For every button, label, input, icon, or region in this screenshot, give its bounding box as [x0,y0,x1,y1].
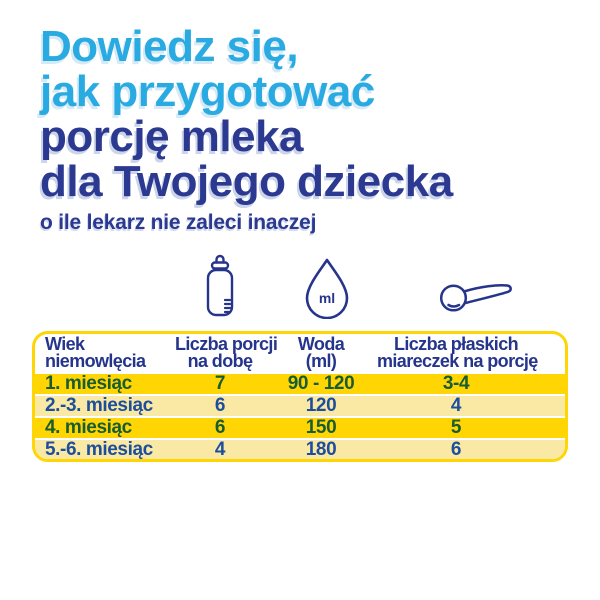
heading-line-4: dla Twojego dziecka [40,157,453,206]
age-cell: 2.-3. miesiąc [45,395,153,416]
table-row: 1. miesiąc 7 90 - 120 3-4 [35,374,565,394]
header-portions-line2: na dobę [187,351,253,371]
header-cell-water: Woda (ml) [265,334,377,371]
drop-ml-label: ml [319,290,335,306]
header-water-line1: Woda [297,334,345,354]
header-water-line2: (ml) [305,351,337,371]
table-row: 5.-6. miesiąc 4 180 6 [35,439,565,460]
header-age-line2: niemowlęcia [45,351,146,371]
heading-line-3: porcję mleka [40,112,304,161]
table-row: 4. miesiąc 6 150 5 [35,418,565,438]
heading-line-2: jak przygotować [40,67,375,116]
heading-subtitle: o ile lekarz nie zaleci inaczej [40,211,317,234]
scoops-cell: 3-4 [442,373,470,394]
baby-bottle-icon [203,252,237,318]
scoops-cell: 4 [450,395,462,416]
water-cell: 180 [305,439,337,460]
header-cell-age: Wiek niemowlęcia [35,334,175,371]
portions-cell: 6 [214,417,226,438]
water-drop-icon: ml [302,257,352,319]
portions-cell: 7 [214,373,226,394]
age-cell: 4. miesiąc [45,417,132,438]
scoops-cell: 6 [450,439,462,460]
heading-block: Dowiedz się, jak przygotować porcję mlek… [40,24,453,234]
age-cell: 1. miesiąc [45,373,132,394]
portions-cell: 6 [214,395,226,416]
measuring-scoop-icon [438,277,516,313]
header-portions-line1: Liczba porcji [175,334,278,354]
table-row: 2.-3. miesiąc 6 120 4 [35,396,565,416]
age-cell: 5.-6. miesiąc [45,439,153,460]
header-age-line1: Wiek [45,334,85,354]
water-cell: 150 [305,417,337,438]
water-cell: 120 [305,395,337,416]
heading-line-1: Dowiedz się, [40,22,299,71]
portions-cell: 4 [214,439,226,460]
header-scoops-line1: Liczba płaskich [393,334,519,354]
table-header-row: Wiek niemowlęcia Liczba porcji na dobę W… [35,334,565,374]
header-cell-scoops: Liczba płaskich miareczek na porcję [377,334,538,371]
header-cell-portions: Liczba porcji na dobę [175,334,278,371]
feeding-table: Wiek niemowlęcia Liczba porcji na dobę W… [32,331,568,462]
scoops-cell: 5 [450,417,462,438]
water-cell: 90 - 120 [287,373,355,394]
header-scoops-line2: miareczek na porcję [377,351,538,371]
